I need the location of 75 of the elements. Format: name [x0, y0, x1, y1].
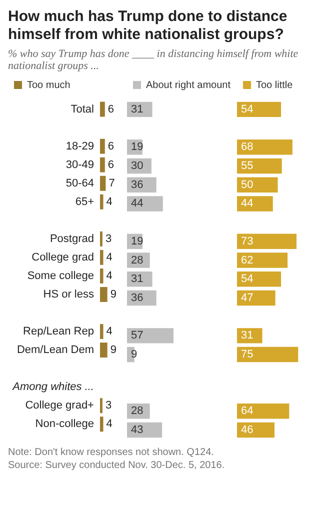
bar	[237, 346, 298, 362]
data-label: 55	[241, 160, 254, 172]
text: How much has Trump done to distance himself from white nationalist groups?	[8, 8, 288, 44]
data-label: 31	[131, 103, 144, 116]
data-label: 46	[241, 424, 254, 436]
data-label: 28	[131, 254, 144, 266]
y-tick-label: Postgrad	[50, 232, 94, 245]
data-label: 4	[106, 196, 112, 208]
data-label: 54	[241, 273, 254, 286]
y-tick-label: 18-29	[66, 140, 94, 152]
y-tick-label: HS or less	[43, 288, 94, 301]
bar	[127, 196, 163, 212]
y-tick-label: Non-college	[35, 418, 94, 430]
data-label: 75	[241, 348, 254, 361]
y-tick-label: 65+	[75, 196, 94, 208]
y-tick-label: Among whites ...	[12, 381, 94, 394]
text: Note: Don't know responses not shown. Q124.	[8, 446, 215, 459]
data-label: 6	[108, 158, 114, 171]
data-label: 9	[110, 344, 116, 356]
data-label: 50	[241, 178, 254, 191]
y-tick-label: Dem/Lean Dem	[16, 344, 94, 356]
data-label: 6	[108, 103, 114, 116]
data-label: 36	[131, 178, 144, 191]
data-label: 73	[241, 235, 254, 248]
data-label: 62	[241, 254, 254, 266]
data-label: 9	[131, 348, 138, 361]
data-label: 57	[131, 330, 144, 342]
data-label: 4	[106, 418, 112, 430]
bar	[237, 140, 292, 155]
data-label: 31	[241, 330, 254, 342]
data-label: 43	[131, 424, 144, 436]
bar	[237, 196, 273, 212]
data-label: 31	[131, 273, 144, 286]
y-tick-label: 30-49	[66, 158, 94, 171]
data-label: 54	[241, 103, 254, 116]
bar	[237, 272, 282, 287]
bar	[237, 234, 297, 250]
bar	[127, 328, 174, 344]
bar	[237, 158, 282, 174]
bar	[237, 177, 278, 192]
bar	[237, 252, 288, 268]
y-tick-label: 50-64	[66, 177, 94, 190]
data-label: 9	[110, 288, 116, 301]
legend-label: About right amount	[146, 80, 231, 91]
y-tick-label: Some college	[27, 270, 94, 282]
data-label: 3	[105, 400, 112, 412]
data-label: 19	[131, 141, 144, 154]
source-note: Source: Survey conducted Nov. 30-Dec. 5, 2016.	[8, 459, 226, 472]
data-label: 44	[131, 198, 144, 210]
data-label: 6	[108, 140, 114, 152]
data-label: 19	[131, 235, 144, 248]
bar	[237, 102, 282, 118]
data-label: 28	[131, 405, 144, 418]
text: % who say Trump has done ____ in distancing himself from white nationalist groups ...	[8, 48, 300, 72]
y-tick-label: College grad	[32, 251, 94, 264]
legend-label: Too much	[27, 80, 70, 91]
data-label: 7	[108, 177, 115, 190]
y-tick-label: Rep/Lean Rep	[23, 326, 94, 338]
bar	[237, 328, 262, 344]
data-label: 47	[241, 292, 254, 304]
data-label: 3	[105, 232, 112, 245]
data-label: 30	[131, 160, 144, 172]
data-label: 44	[241, 198, 254, 210]
bar	[237, 290, 276, 306]
data-label: 4	[106, 270, 112, 282]
legend-label: Too little	[256, 80, 294, 91]
data-label: 68	[241, 141, 254, 154]
y-tick-label: Total	[70, 103, 94, 116]
data-label: 64	[241, 405, 254, 418]
bar	[237, 404, 290, 419]
bar	[127, 177, 156, 192]
y-tick-label: College grad+	[25, 400, 94, 412]
data-label: 36	[131, 292, 144, 304]
data-label: 4	[106, 326, 112, 338]
data-label: 4	[106, 251, 112, 264]
